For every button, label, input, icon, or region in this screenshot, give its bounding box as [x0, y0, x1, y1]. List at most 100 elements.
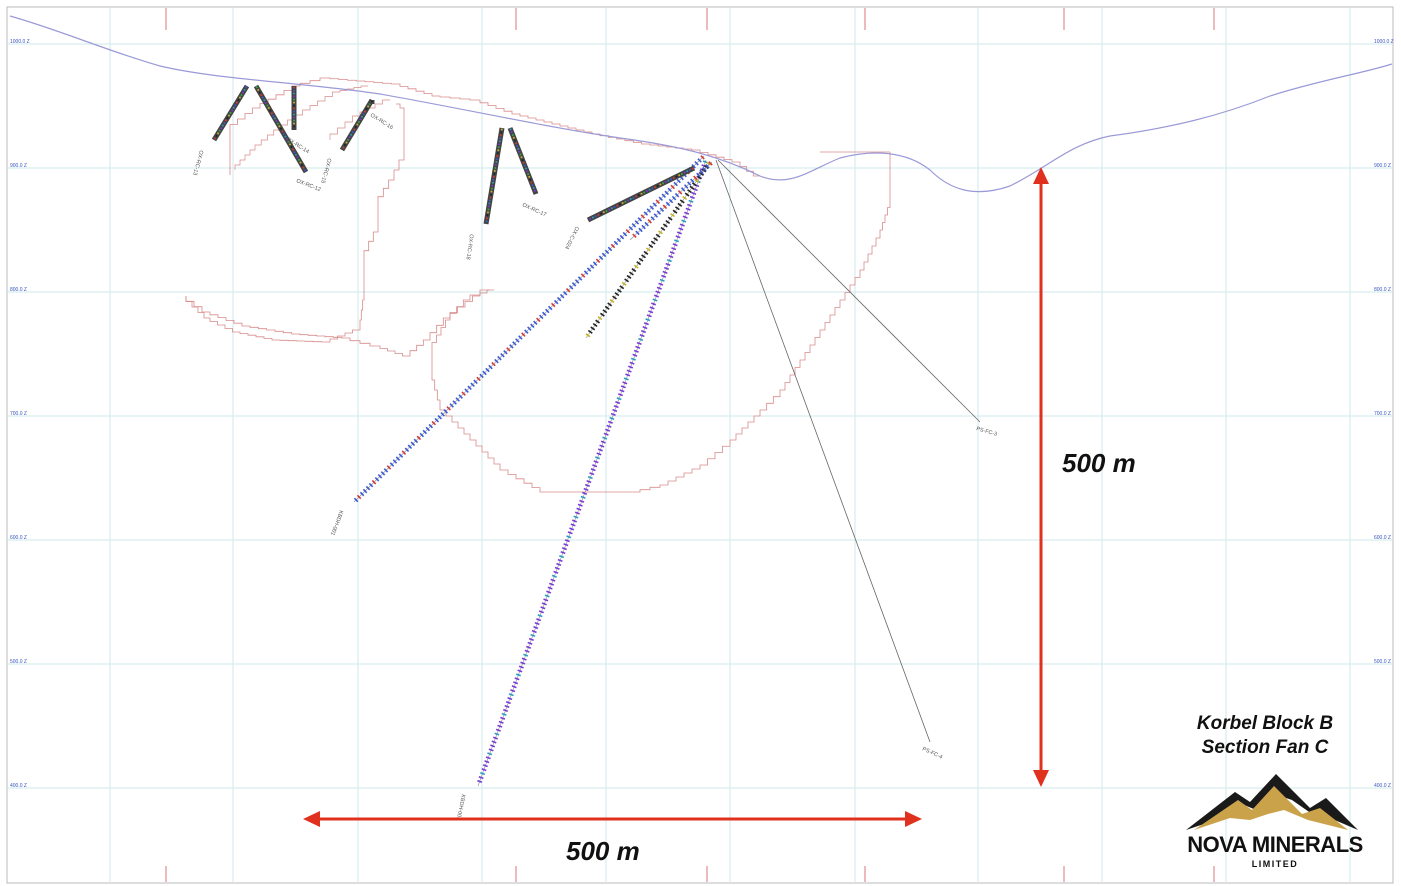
- assay-interval: [679, 223, 685, 227]
- assay-interval: [560, 550, 566, 555]
- title-line-2: Section Fan C: [1201, 737, 1329, 758]
- assay-interval: [550, 302, 556, 308]
- assay-interval: [534, 622, 540, 626]
- assay-interval: [631, 268, 637, 273]
- assay-interval: [520, 156, 523, 159]
- assay-interval: [547, 586, 553, 590]
- assay-interval: [659, 278, 665, 282]
- assay-interval: [591, 216, 594, 219]
- assay-interval: [694, 161, 699, 166]
- assay-interval: [693, 175, 698, 181]
- assay-interval: [293, 122, 295, 125]
- elevation-label: 800.0 Z: [10, 287, 27, 293]
- assay-interval: [500, 352, 505, 358]
- assay-interval: [452, 400, 457, 405]
- assay-interval: [531, 629, 537, 634]
- assay-interval: [648, 244, 654, 249]
- assay-interval: [674, 239, 680, 243]
- assay-interval: [513, 681, 519, 685]
- assay-interval: [595, 319, 600, 324]
- assay-interval: [680, 172, 683, 175]
- assay-interval: [686, 203, 693, 207]
- elevation-label: 400.0 Z: [1374, 783, 1391, 789]
- assay-interval: [696, 172, 701, 178]
- assay-interval: [510, 689, 516, 693]
- assay-interval: [495, 161, 498, 164]
- assay-interval: [626, 274, 632, 279]
- pit-shell-outline: [185, 103, 405, 343]
- assay-interval: [565, 288, 571, 293]
- assay-interval: [498, 140, 501, 143]
- drillhole-traces: OX-RC-13OX-RC-12OX-RC-14OX-RC-15OX-RC-16…: [191, 84, 998, 821]
- assay-interval: [604, 305, 610, 310]
- assay-interval: [594, 456, 601, 460]
- assay-interval: [643, 191, 646, 194]
- assay-interval: [228, 114, 231, 117]
- assay-interval: [518, 335, 523, 340]
- assay-interval: [643, 322, 649, 326]
- assay-interval: [528, 637, 534, 641]
- assay-interval: [273, 117, 276, 120]
- assay-interval: [532, 187, 535, 190]
- assay-interval: [487, 208, 490, 211]
- assay-interval: [440, 412, 445, 417]
- assay-interval: [485, 217, 488, 220]
- assay-interval: [490, 190, 493, 193]
- assay-interval: [260, 94, 263, 97]
- assay-interval: [666, 258, 672, 263]
- assay-interval: [371, 479, 377, 485]
- assay-interval: [546, 590, 552, 594]
- assay-interval: [656, 286, 662, 290]
- assay-interval: [413, 438, 419, 444]
- assay-interval: [691, 191, 697, 196]
- assay-interval: [482, 370, 487, 376]
- assay-interval: [624, 278, 630, 283]
- drillhole-ox-rc-15: OX-RC-15: [319, 98, 375, 184]
- assay-interval: [509, 128, 512, 131]
- assay-interval: [362, 488, 368, 494]
- assay-interval: [653, 294, 659, 298]
- assay-interval: [470, 382, 475, 388]
- assay-interval: [220, 127, 223, 130]
- assay-interval: [691, 163, 696, 169]
- grid-lines: [8, 8, 1392, 882]
- nova-minerals-logo: NOVA MINERALS LIMITED: [1180, 770, 1370, 880]
- assay-interval: [629, 361, 635, 365]
- assay-interval: [496, 155, 499, 158]
- assay-interval: [498, 143, 501, 146]
- assay-interval: [670, 178, 673, 181]
- assay-interval: [404, 447, 410, 452]
- assay-interval: [364, 110, 367, 113]
- assay-interval: [348, 136, 351, 139]
- drillhole-ox-rc-17: OX-RC-17: [507, 127, 547, 218]
- assay-interval: [652, 202, 658, 207]
- assay-interval: [566, 535, 572, 539]
- assay-interval: [599, 312, 605, 317]
- assay-interval: [547, 305, 553, 311]
- assay-interval: [524, 329, 529, 334]
- assay-interval: [536, 317, 541, 323]
- assay-interval: [524, 167, 527, 170]
- assay-interval: [610, 207, 613, 210]
- assay-interval: [619, 234, 625, 240]
- assay-interval: [347, 138, 350, 141]
- assay-interval: [600, 440, 606, 444]
- assay-interval: [507, 697, 513, 701]
- assay-interval: [589, 264, 595, 269]
- assay-interval: [640, 330, 647, 334]
- assay-interval: [616, 237, 622, 243]
- assay-interval: [612, 295, 617, 300]
- assay-interval: [559, 293, 565, 299]
- assay-interval: [548, 582, 555, 586]
- assay-interval: [422, 429, 428, 435]
- assay-interval: [672, 176, 675, 179]
- assay-interval: [625, 228, 631, 234]
- assay-interval: [343, 144, 346, 147]
- assay-interval: [632, 196, 635, 199]
- assay-interval: [608, 208, 611, 211]
- assay-interval: [367, 105, 370, 108]
- assay-interval: [672, 209, 678, 214]
- assay-interval: [293, 98, 295, 101]
- assay-interval: [353, 128, 356, 131]
- assay-interval: [682, 215, 688, 219]
